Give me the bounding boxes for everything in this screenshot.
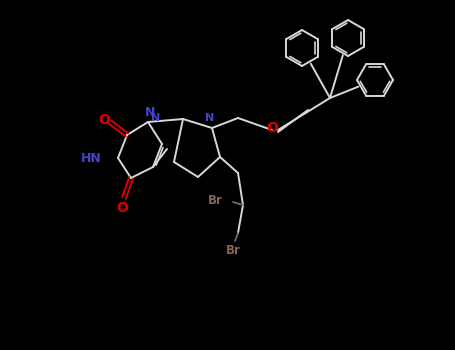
Text: O: O [266,121,278,135]
Text: O: O [116,201,128,215]
Text: Br: Br [207,194,222,206]
Text: O: O [98,113,110,127]
Text: N: N [152,113,161,123]
Text: HN: HN [81,152,102,164]
Text: N: N [145,106,155,119]
Text: N: N [205,113,215,123]
Text: Br: Br [226,245,240,258]
